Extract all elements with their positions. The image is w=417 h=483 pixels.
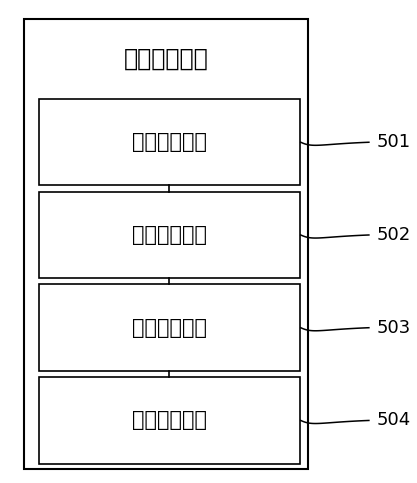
Text: 504: 504 — [377, 412, 411, 429]
Text: 502: 502 — [377, 226, 411, 244]
Text: 503: 503 — [377, 319, 411, 337]
Bar — [24, 19, 308, 469]
Bar — [38, 99, 300, 185]
Text: 协同验证模块: 协同验证模块 — [132, 411, 207, 430]
Text: 参数更正单元: 参数更正单元 — [132, 225, 207, 245]
Bar — [38, 192, 300, 278]
Bar — [38, 377, 300, 464]
Text: 参数响应单元: 参数响应单元 — [132, 318, 207, 338]
Text: 参数存储单元: 参数存储单元 — [132, 132, 207, 152]
Text: 501: 501 — [377, 133, 411, 151]
Text: 参数协同模块: 参数协同模块 — [124, 47, 208, 71]
Bar — [38, 284, 300, 371]
